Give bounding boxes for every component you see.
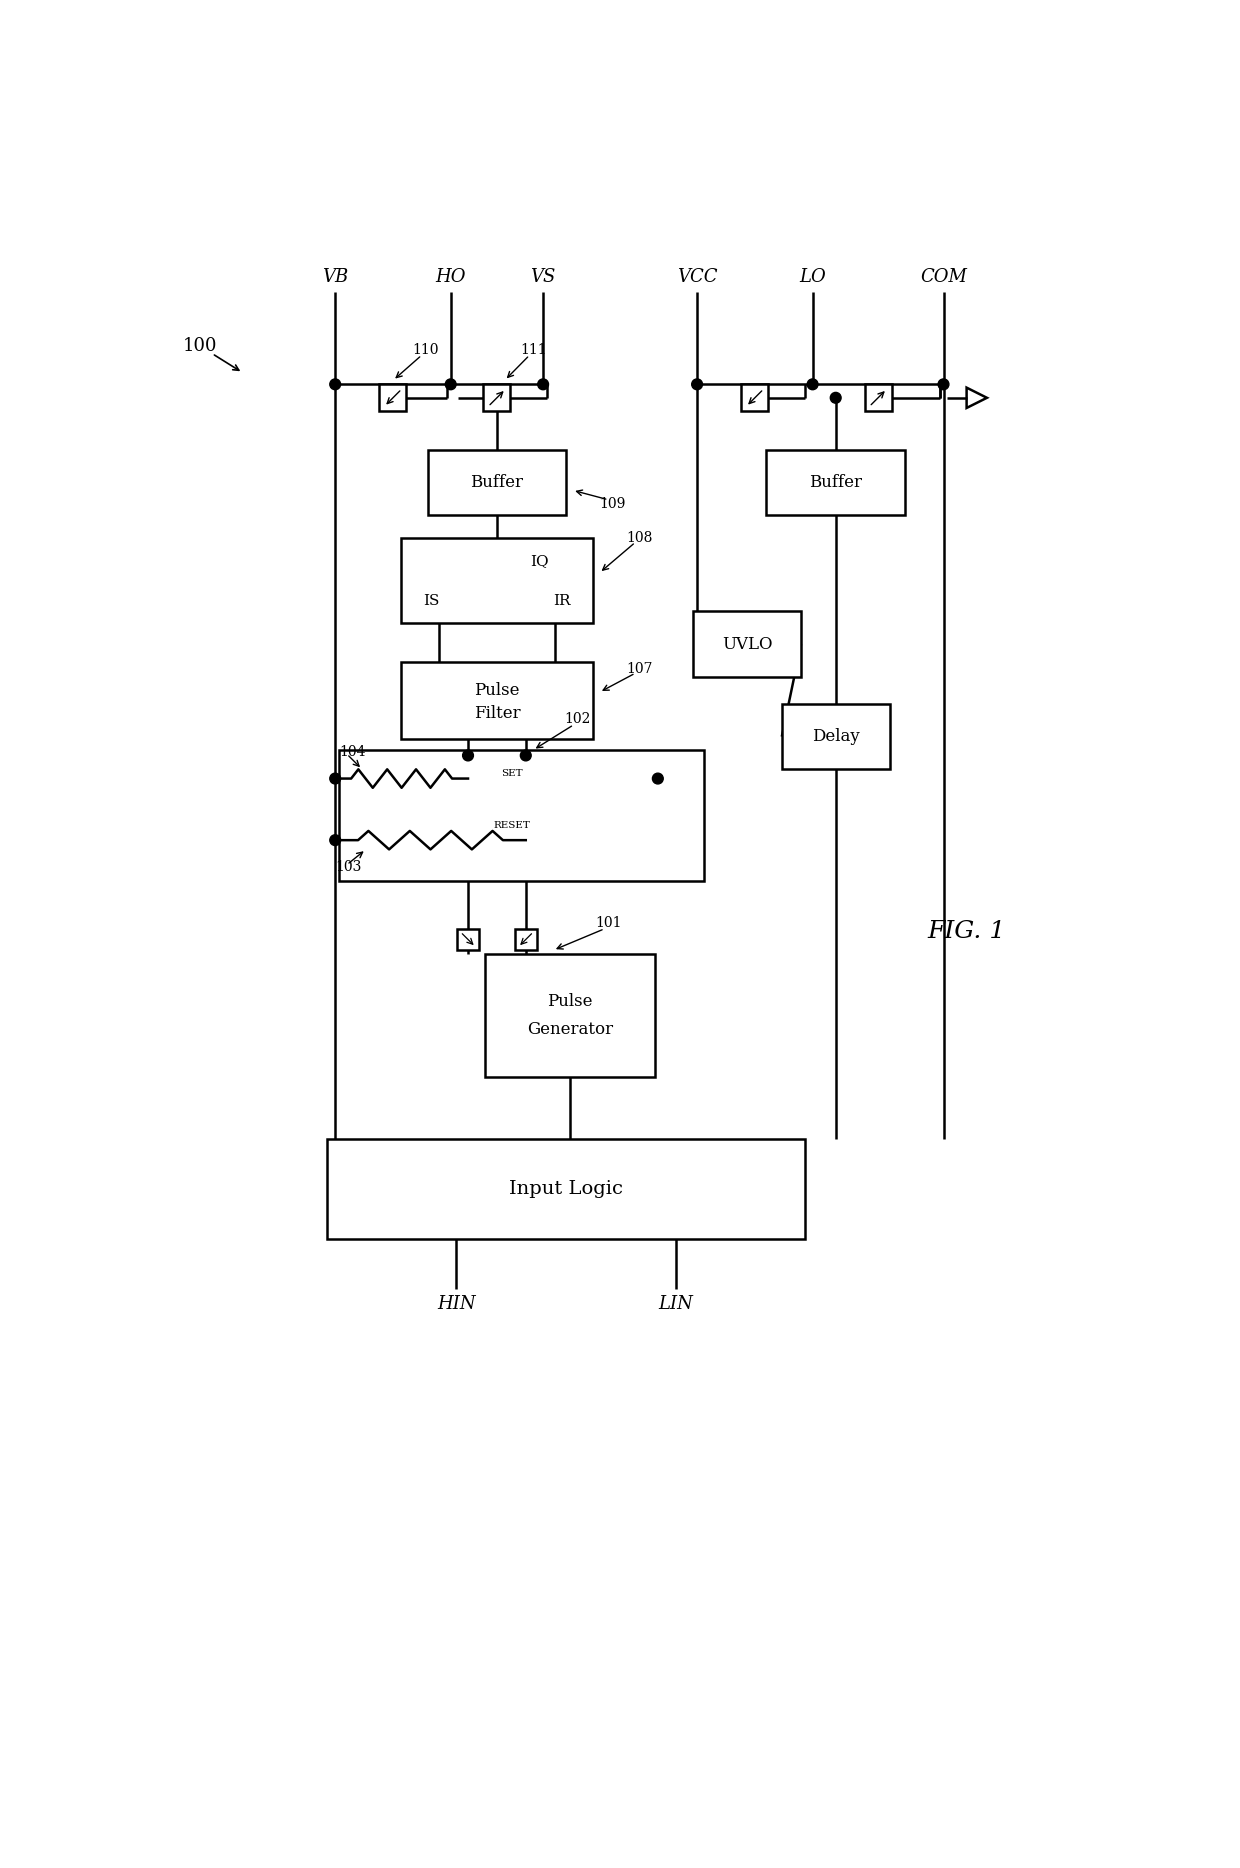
Circle shape [521, 751, 531, 760]
Bar [428, 450, 567, 516]
Text: VS: VS [531, 267, 556, 286]
Text: 104: 104 [339, 745, 366, 758]
Text: 107: 107 [626, 663, 652, 676]
Text: 100: 100 [184, 336, 218, 355]
Text: LO: LO [800, 267, 826, 286]
Text: Delay: Delay [812, 729, 859, 745]
Circle shape [330, 773, 341, 785]
Bar [477, 755, 616, 878]
Bar [401, 661, 593, 738]
Text: SET: SET [501, 770, 522, 779]
Text: HO: HO [435, 267, 466, 286]
Text: IS: IS [423, 594, 440, 607]
Text: VCC: VCC [677, 267, 718, 286]
Circle shape [652, 773, 663, 785]
Text: Pulse: Pulse [547, 994, 593, 1011]
Circle shape [538, 379, 548, 390]
Bar [864, 385, 892, 411]
Circle shape [807, 379, 818, 390]
Bar [484, 385, 511, 411]
Text: RESET: RESET [494, 820, 529, 829]
Text: Pulse: Pulse [474, 682, 520, 699]
Text: HIN: HIN [436, 1296, 476, 1313]
Text: 108: 108 [626, 531, 652, 545]
Bar [379, 385, 407, 411]
Text: 109: 109 [599, 497, 626, 510]
Text: 102: 102 [564, 712, 591, 727]
Bar [327, 1139, 805, 1238]
Text: Generator: Generator [527, 1022, 613, 1039]
Bar [693, 611, 801, 676]
Circle shape [330, 379, 341, 390]
Bar [458, 928, 479, 951]
Bar [339, 751, 704, 882]
Text: Filter: Filter [474, 706, 521, 723]
Circle shape [463, 751, 474, 760]
Circle shape [330, 835, 341, 846]
Text: 101: 101 [595, 917, 621, 930]
Bar [766, 450, 905, 516]
Circle shape [445, 379, 456, 390]
Text: 111: 111 [520, 342, 547, 357]
Text: IR: IR [553, 594, 572, 607]
Circle shape [692, 379, 703, 390]
Text: 103: 103 [335, 859, 362, 874]
Text: COM: COM [920, 267, 967, 286]
Bar [781, 704, 889, 770]
Text: Buffer: Buffer [470, 474, 523, 491]
Text: FIG. 1: FIG. 1 [928, 919, 1006, 943]
Bar [401, 538, 593, 624]
Bar [742, 385, 769, 411]
Text: VB: VB [322, 267, 348, 286]
Bar [485, 955, 655, 1078]
Text: UVLO: UVLO [722, 635, 773, 652]
Text: LIN: LIN [658, 1296, 693, 1313]
Circle shape [939, 379, 949, 390]
Text: IQ: IQ [529, 553, 548, 568]
Text: Buffer: Buffer [810, 474, 862, 491]
Bar [515, 928, 537, 951]
Text: 110: 110 [413, 342, 439, 357]
Circle shape [831, 392, 841, 403]
Text: Input Logic: Input Logic [510, 1181, 624, 1197]
